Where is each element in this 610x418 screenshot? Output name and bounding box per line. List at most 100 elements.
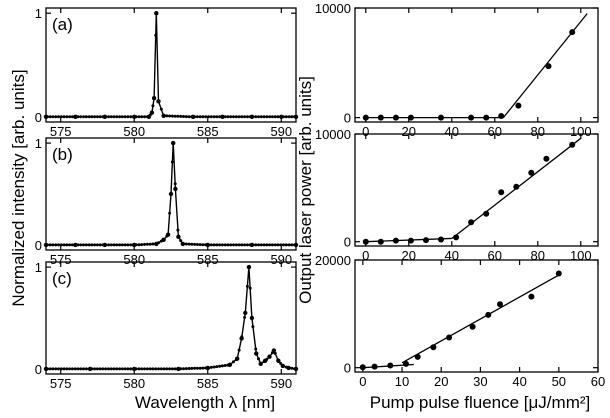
- c-spectrum-sample-dot: [173, 367, 177, 371]
- c-spectrum-sample-dot: [101, 367, 105, 371]
- a-spectrum-sample-dot: [107, 115, 110, 119]
- b-spectrum-sample-dot: [226, 243, 230, 247]
- b-spectrum-sample-dot: [284, 243, 288, 247]
- a-spectrum-sample-dot: [120, 115, 124, 119]
- a-spectrum-data-point: [43, 114, 49, 120]
- a-spectrum-sample-dot: [259, 115, 263, 119]
- b-spectrum-sample-dot: [48, 243, 52, 247]
- a-spectrum-sample-dot: [115, 115, 119, 119]
- b-spectrum-sample-dot: [268, 243, 272, 247]
- b-threshold-data-point: [438, 236, 444, 243]
- a-spectrum-data-point: [73, 114, 78, 120]
- b-spectrum-sample-dot: [107, 243, 110, 247]
- b-spectrum-sample-dot: [93, 243, 97, 247]
- c-spectrum-sample-dot: [65, 367, 69, 371]
- c-spectrum-sample-dot: [112, 367, 116, 371]
- c-threshold-ytick-label: 0: [344, 361, 351, 376]
- a-spectrum-sample-dot: [198, 115, 202, 119]
- b-spectrum-sample-dot: [145, 242, 149, 246]
- c-threshold-data-point: [387, 362, 394, 369]
- c-spectrum-xtick-label: 585: [197, 376, 219, 391]
- left-x-axis-title: Wavelength λ [nm]: [135, 393, 275, 412]
- a-spectrum-panel: 575 580 585 590 0 1 (a): [35, 6, 299, 139]
- b-spectrum-sample-dot: [265, 243, 269, 247]
- c-spectrum-sample-dot: [137, 367, 141, 371]
- a-spectrum-sample-dot: [218, 115, 222, 119]
- b-spectrum-sample-dot: [184, 242, 188, 246]
- b-spectrum-sample-dot: [115, 243, 119, 247]
- a-spectrum-data-point: [190, 114, 196, 120]
- b-spectrum-sample-dot: [98, 243, 102, 247]
- c-spectrum-sample-dot: [195, 366, 199, 370]
- b-spectrum-sample-dot: [151, 242, 155, 246]
- b-spectrum-sample-dot: [120, 243, 124, 247]
- b-spectrum-sample-dot: [270, 243, 274, 247]
- c-threshold-xtick-label: 10: [395, 374, 409, 389]
- c-spectrum-xtick-label: 575: [50, 376, 72, 391]
- a-spectrum-sample-dot: [273, 115, 277, 119]
- b-threshold-data-point: [407, 237, 414, 244]
- a-spectrum-sample-dot: [140, 115, 144, 119]
- a-threshold-fit-line: [502, 13, 588, 119]
- a-spectrum-sample-dot: [187, 115, 191, 119]
- c-spectrum-data-point: [239, 336, 244, 341]
- b-threshold-xtick-label: 60: [488, 248, 502, 263]
- b-threshold-data-point: [528, 169, 535, 176]
- a-spectrum-xtick-label: 575: [50, 124, 72, 139]
- c-spectrum-sample-dot: [157, 367, 160, 371]
- c-spectrum-sample-dot: [290, 366, 294, 370]
- b-spectrum-sample-dot: [84, 243, 88, 247]
- b-spectrum-sample-dot: [112, 243, 116, 247]
- c-spectrum-sample-dot: [84, 367, 88, 371]
- c-spectrum-data-point: [235, 356, 240, 361]
- c-spectrum-sample-dot: [54, 367, 58, 371]
- plots: 575 580 585 590 0 1 (a) 575 580 585 590 0 1 (b) 575 580…: [35, 1, 605, 391]
- c-threshold-data-point: [497, 301, 503, 308]
- a-spectrum-sample-dot: [276, 115, 280, 119]
- a-spectrum-sample-dot: [243, 115, 247, 119]
- a-spectrum-sample-dot: [240, 115, 244, 119]
- c-spectrum-sample-dot: [165, 367, 169, 371]
- a-spectrum-sample-dot: [254, 115, 258, 119]
- c-threshold-data-point: [485, 311, 492, 318]
- b-spectrum-sample-dot: [65, 243, 69, 247]
- c-spectrum-data-point: [43, 366, 49, 372]
- b-spectrum-data-point: [154, 241, 159, 247]
- b-spectrum-ytick-label: 0: [35, 238, 42, 253]
- a-spectrum-sample-dot: [265, 115, 269, 119]
- b-spectrum-sample-dot: [287, 243, 291, 247]
- b-spectrum-data-point: [180, 241, 185, 247]
- c-spectrum-sample-dot: [62, 367, 66, 371]
- c-spectrum-sample-dot: [129, 367, 133, 371]
- b-threshold-xtick-label: 20: [402, 248, 416, 263]
- a-threshold-data-point: [569, 29, 576, 36]
- b-spectrum-sample-dot: [148, 242, 152, 246]
- c-spectrum-sample-dot: [76, 367, 80, 371]
- b-spectrum-sample-dot: [187, 242, 191, 246]
- c-spectrum-sample-dot: [237, 348, 241, 352]
- b-spectrum-sample-dot: [243, 243, 247, 247]
- a-spectrum-sample-dot: [234, 115, 238, 119]
- c-spectrum-data-point: [87, 366, 93, 372]
- c-threshold-xtick-label: 50: [552, 374, 566, 389]
- c-spectrum-sample-dot: [209, 365, 213, 369]
- c-threshold-data-point: [359, 364, 366, 371]
- a-threshold-data-point: [362, 114, 369, 121]
- a-spectrum-sample-dot: [182, 115, 185, 118]
- b-threshold-data-point: [513, 183, 520, 190]
- a-threshold-data-point: [545, 63, 552, 70]
- c-threshold-xtick-label: 30: [473, 374, 487, 389]
- a-spectrum-series-line: [46, 13, 296, 118]
- c-threshold-data-point: [371, 363, 378, 370]
- a-threshold-ytick-label: 0: [344, 111, 351, 126]
- a-spectrum-sample-dot: [70, 115, 74, 119]
- c-spectrum-ytick-label: 0: [35, 362, 42, 377]
- c-spectrum-sample-dot: [198, 366, 202, 370]
- a-threshold-data-point: [392, 114, 399, 121]
- a-spectrum-xtick-label: 585: [197, 124, 219, 139]
- b-threshold-data-point: [377, 238, 384, 245]
- c-spectrum-sample-dot: [73, 367, 77, 371]
- a-spectrum-sample-dot: [57, 115, 60, 119]
- c-spectrum-data-point: [258, 361, 263, 366]
